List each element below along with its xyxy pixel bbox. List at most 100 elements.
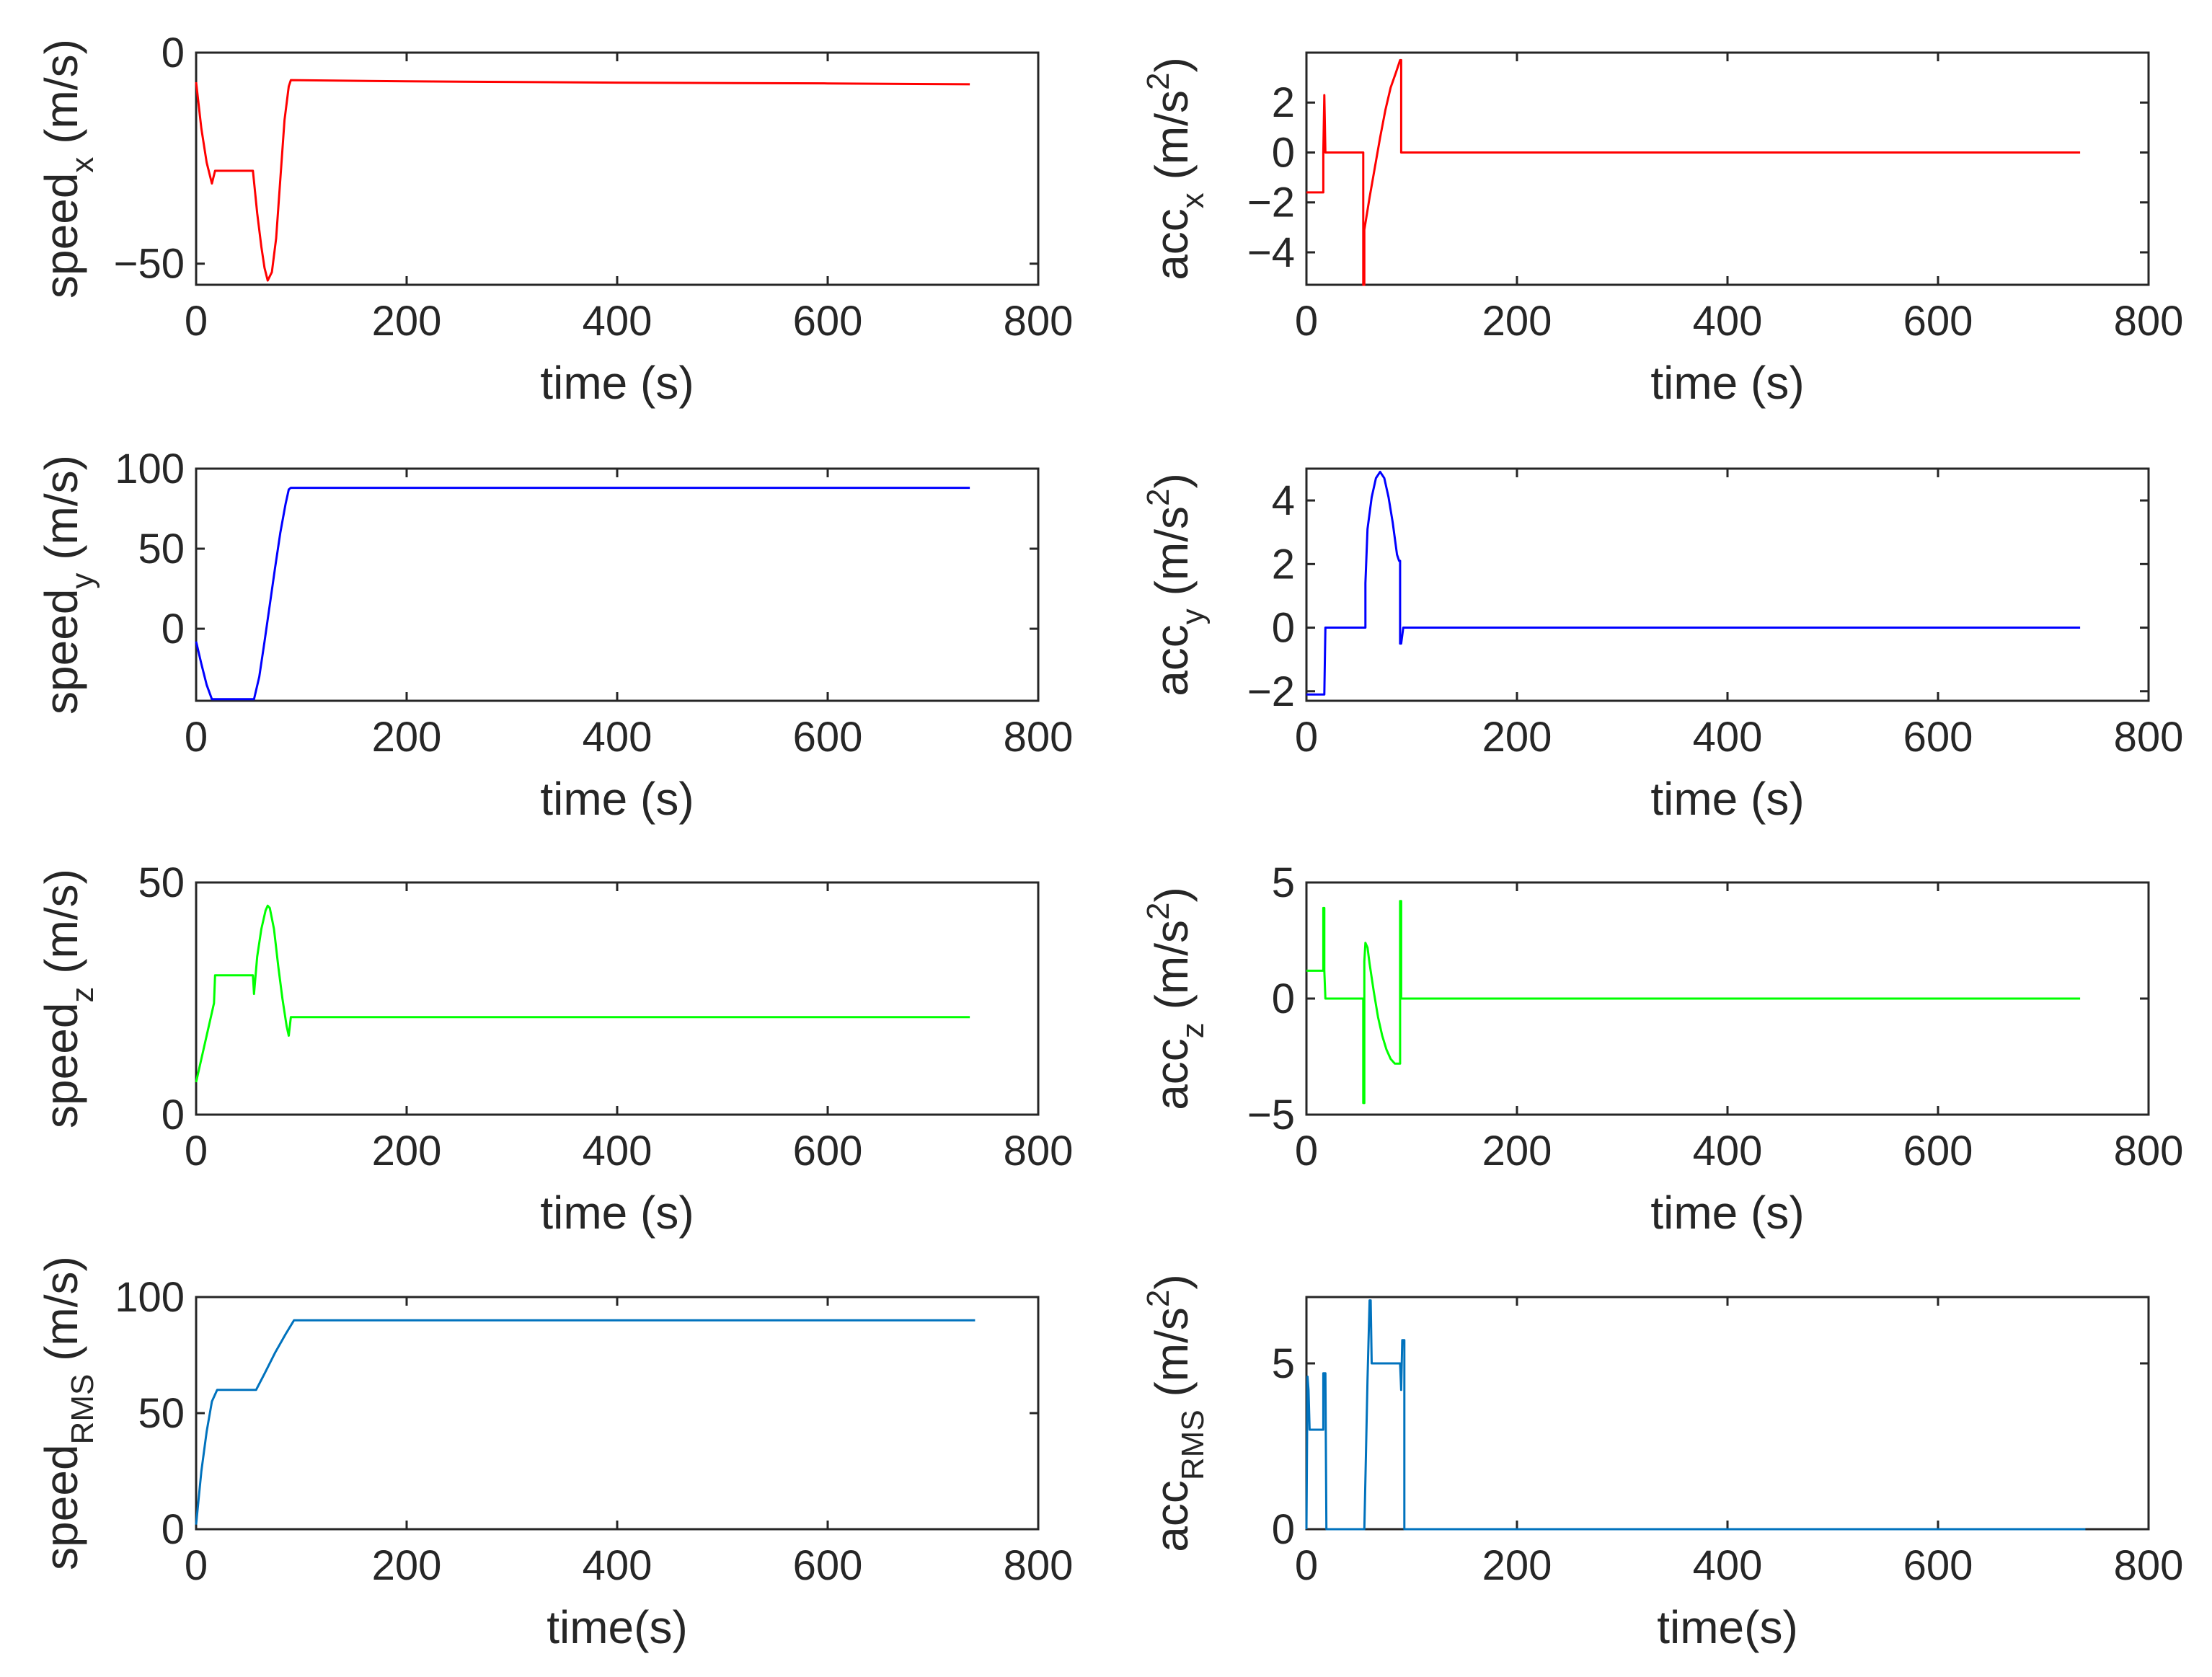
x-tick-label: 400 bbox=[1693, 1128, 1763, 1174]
y-tick-label: −4 bbox=[1247, 229, 1295, 276]
y-axis-label-close: ) bbox=[1146, 57, 1198, 72]
x-tick-label: 600 bbox=[793, 1128, 863, 1174]
y-tick-label: −50 bbox=[114, 241, 185, 288]
x-tick-label: 400 bbox=[583, 714, 652, 761]
series-line-speed-x bbox=[195, 79, 970, 282]
y-tick-label: 2 bbox=[1272, 79, 1295, 126]
y-axis-label-units: (m/s bbox=[1146, 506, 1198, 609]
y-axis-label: speedy (m/s) bbox=[35, 455, 100, 714]
subplot-speed-rms: 0 200 400 600 800 0 50 100 time(s) speedRMS (m/s) bbox=[35, 1256, 1073, 1653]
y-tick-label: 4 bbox=[1272, 477, 1295, 524]
x-tick-label: 400 bbox=[583, 1542, 652, 1589]
y-axis-label-units: (m/s) bbox=[35, 869, 87, 987]
y-axis-label-units: (m/s) bbox=[35, 455, 87, 573]
x-tick-label: 200 bbox=[372, 1128, 442, 1174]
y-axis-label-base: speed bbox=[35, 1444, 87, 1570]
y-axis-label-units: (m/s bbox=[1146, 920, 1198, 1022]
x-tick-label: 800 bbox=[1004, 1542, 1074, 1589]
x-tick-label: 600 bbox=[793, 714, 863, 761]
x-tick-label: 600 bbox=[1903, 298, 1973, 345]
y-axis-label-base: speed bbox=[35, 1003, 87, 1128]
y-axis-label-base: speed bbox=[35, 173, 87, 298]
subplot-acc-rms: 0 200 400 600 800 0 5 time(s) accRMS (m/s2) bbox=[1141, 1274, 2183, 1653]
y-tick-label: 0 bbox=[1272, 1506, 1295, 1553]
y-axis-label-superscript: 2 bbox=[1141, 1290, 1176, 1307]
x-tick-label: 0 bbox=[1295, 1542, 1318, 1589]
x-tick-label: 400 bbox=[583, 1128, 652, 1174]
x-tick-label: 800 bbox=[1004, 298, 1074, 345]
y-tick-label: 0 bbox=[162, 606, 185, 652]
y-tick-label: 0 bbox=[1272, 129, 1295, 176]
y-axis-label-subscript: y bbox=[1175, 609, 1211, 624]
x-tick-label: 200 bbox=[1482, 714, 1552, 761]
y-axis-label-close: ) bbox=[1146, 473, 1198, 488]
x-tick-label: 800 bbox=[2114, 1128, 2184, 1174]
x-tick-label: 0 bbox=[185, 1542, 208, 1589]
y-axis-label-subscript: z bbox=[65, 987, 100, 1003]
x-axis-label: time(s) bbox=[1657, 1601, 1798, 1653]
y-axis-label: accx (m/s2) bbox=[1141, 57, 1211, 280]
x-axis-label: time (s) bbox=[540, 773, 694, 825]
x-tick-label: 600 bbox=[1903, 714, 1973, 761]
series-line-acc-rms bbox=[1305, 1299, 2086, 1531]
x-tick-label: 600 bbox=[793, 1542, 863, 1589]
y-axis-label-subscript: x bbox=[1175, 193, 1211, 208]
y-axis-label-base: speed bbox=[35, 589, 87, 714]
x-tick-label: 600 bbox=[793, 298, 863, 345]
x-axis-label: time(s) bbox=[547, 1601, 688, 1653]
y-axis-label: accz (m/s2) bbox=[1141, 887, 1211, 1110]
y-tick-label: 50 bbox=[138, 859, 185, 906]
x-tick-label: 800 bbox=[2114, 714, 2184, 761]
y-axis-label-subscript: RMS bbox=[65, 1374, 100, 1445]
y-tick-label: 50 bbox=[138, 526, 185, 572]
y-tick-label: −2 bbox=[1247, 668, 1295, 715]
y-axis-label-base: acc bbox=[1146, 208, 1198, 280]
y-tick-label: 100 bbox=[115, 1274, 185, 1321]
y-tick-label: 2 bbox=[1272, 541, 1295, 588]
y-tick-label: −5 bbox=[1247, 1092, 1295, 1138]
y-tick-label: 100 bbox=[115, 446, 185, 492]
x-tick-label: 800 bbox=[1004, 714, 1074, 761]
y-axis-label-units: (m/s bbox=[1146, 90, 1198, 193]
x-tick-label: 200 bbox=[372, 1542, 442, 1589]
y-tick-label: 5 bbox=[1272, 859, 1295, 906]
y-axis-label-close: ) bbox=[1146, 1274, 1198, 1289]
y-axis-label-subscript: y bbox=[65, 573, 100, 589]
y-tick-label: 0 bbox=[1272, 975, 1295, 1022]
y-axis-label-units: (m/s bbox=[1146, 1307, 1198, 1410]
y-tick-label: 0 bbox=[1272, 605, 1295, 652]
y-axis-label: speedz (m/s) bbox=[35, 869, 100, 1128]
y-axis-label-subscript: z bbox=[1175, 1022, 1211, 1038]
y-axis-label-base: acc bbox=[1146, 1480, 1198, 1552]
x-tick-label: 200 bbox=[1482, 1128, 1552, 1174]
y-axis-label: accy (m/s2) bbox=[1141, 473, 1211, 696]
y-axis-label: speedRMS (m/s) bbox=[35, 1256, 100, 1570]
y-tick-label: 0 bbox=[162, 1506, 185, 1553]
y-axis-label-superscript: 2 bbox=[1141, 903, 1176, 920]
x-tick-label: 200 bbox=[372, 714, 442, 761]
x-tick-label: 200 bbox=[372, 298, 442, 345]
x-tick-label: 400 bbox=[1693, 1542, 1763, 1589]
x-tick-label: 400 bbox=[1693, 714, 1763, 761]
y-axis-label: speedx (m/s) bbox=[35, 39, 100, 298]
y-axis-label-base: acc bbox=[1146, 624, 1198, 696]
y-tick-label: −2 bbox=[1247, 180, 1295, 226]
subplot-speed-y: 0 200 400 600 800 0 50 100 time (s) speedy (m/s) bbox=[35, 446, 1073, 825]
x-axis-label: time (s) bbox=[1650, 357, 1804, 409]
series-line-acc-x bbox=[1306, 58, 2081, 286]
y-axis-label-subscript: RMS bbox=[1175, 1410, 1211, 1480]
y-tick-label: 0 bbox=[162, 1092, 185, 1138]
y-tick-label: 5 bbox=[1272, 1340, 1295, 1387]
x-tick-label: 0 bbox=[1295, 1128, 1318, 1174]
y-axis-label-units: (m/s) bbox=[35, 39, 87, 157]
x-axis-label: time (s) bbox=[1650, 1187, 1804, 1239]
x-tick-label: 400 bbox=[583, 298, 652, 345]
y-axis-label: accRMS (m/s2) bbox=[1141, 1274, 1211, 1552]
series-line-acc-z bbox=[1306, 900, 2081, 1105]
x-tick-label: 600 bbox=[1903, 1128, 1973, 1174]
